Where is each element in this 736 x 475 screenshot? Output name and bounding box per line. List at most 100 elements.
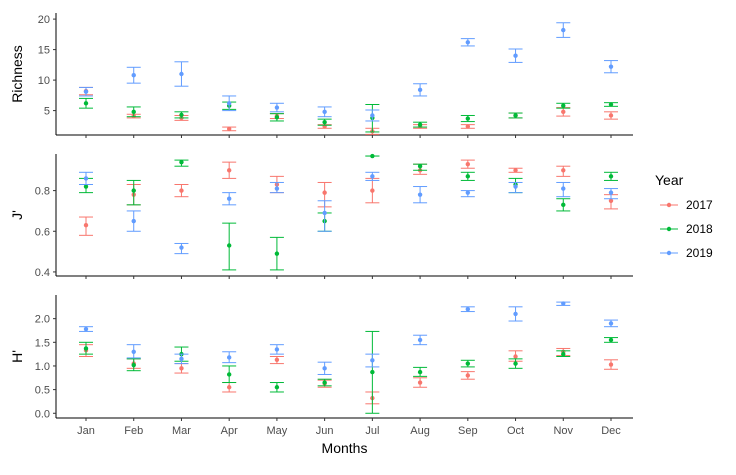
y-axis-label: J' bbox=[9, 210, 25, 220]
series-2019 bbox=[79, 22, 618, 122]
panel-3: 0.0 0.5 1.0 1.5 2.0 H' bbox=[9, 295, 633, 421]
data-point bbox=[513, 113, 518, 118]
data-point bbox=[608, 102, 614, 107]
series-2018 bbox=[79, 330, 618, 414]
data-point bbox=[370, 188, 375, 193]
data-point bbox=[322, 190, 327, 195]
data-point bbox=[561, 202, 566, 208]
data-point bbox=[131, 349, 136, 354]
data-point bbox=[561, 168, 566, 173]
data-point bbox=[226, 168, 232, 173]
data-point bbox=[131, 188, 136, 193]
data-point bbox=[131, 218, 136, 224]
x-tick-label: Jun bbox=[316, 425, 334, 437]
data-point bbox=[131, 73, 136, 78]
x-tick-label: Apr bbox=[221, 425, 238, 437]
data-point bbox=[322, 366, 327, 371]
data-point bbox=[179, 159, 184, 165]
data-point bbox=[322, 210, 327, 216]
data-point bbox=[561, 301, 566, 306]
data-point bbox=[322, 380, 327, 385]
y-tick-label: 0.4 bbox=[35, 267, 50, 279]
series-2019 bbox=[79, 301, 618, 375]
data-point bbox=[608, 321, 614, 326]
data-point bbox=[608, 174, 614, 179]
data-point bbox=[322, 109, 327, 115]
data-point bbox=[513, 311, 518, 317]
data-point bbox=[561, 351, 566, 357]
y-tick-label: 1.5 bbox=[35, 337, 50, 349]
legend-label: 2018 bbox=[686, 222, 713, 236]
data-point bbox=[417, 87, 423, 93]
data-point bbox=[465, 174, 471, 179]
series-2017 bbox=[79, 344, 618, 405]
series-2017 bbox=[79, 86, 618, 135]
legend-item-2018: 2018 bbox=[660, 222, 713, 236]
series-2018 bbox=[79, 153, 618, 271]
x-tick-label: Aug bbox=[410, 425, 430, 437]
data-point bbox=[83, 346, 89, 351]
x-tick-label: Dec bbox=[601, 425, 621, 437]
y-tick-label: 0.5 bbox=[35, 385, 50, 397]
data-point bbox=[417, 337, 423, 343]
data-point bbox=[274, 347, 280, 352]
data-point bbox=[465, 161, 471, 167]
x-tick-label: Jan bbox=[77, 425, 95, 437]
y-tick-label: 15 bbox=[38, 45, 50, 57]
y-tick-label: 1.0 bbox=[35, 361, 50, 373]
data-point bbox=[274, 105, 280, 110]
legend-label: 2019 bbox=[686, 246, 713, 260]
data-point bbox=[179, 366, 184, 371]
data-point bbox=[226, 196, 232, 201]
data-point bbox=[417, 380, 423, 385]
data-point bbox=[513, 184, 518, 189]
data-point bbox=[83, 89, 89, 94]
data-point bbox=[608, 198, 614, 203]
data-point bbox=[417, 164, 423, 169]
data-point bbox=[561, 186, 566, 191]
y-tick-label: 0.6 bbox=[35, 226, 50, 238]
data-point bbox=[417, 369, 423, 375]
x-tick-label: Feb bbox=[124, 425, 143, 437]
data-point bbox=[370, 174, 375, 179]
legend-label: 2017 bbox=[686, 198, 713, 212]
data-point bbox=[608, 362, 614, 367]
data-point bbox=[608, 337, 614, 343]
data-point bbox=[226, 101, 232, 106]
x-tick-label: Sep bbox=[458, 425, 478, 437]
data-point bbox=[465, 116, 471, 121]
data-point bbox=[226, 372, 232, 377]
data-point bbox=[131, 109, 136, 115]
data-point bbox=[226, 385, 232, 390]
y-tick-label: 0.0 bbox=[35, 408, 50, 420]
legend-item-2017: 2017 bbox=[660, 198, 713, 212]
data-point bbox=[179, 356, 184, 362]
data-point bbox=[83, 184, 89, 189]
legend-title: Year bbox=[655, 172, 684, 188]
x-tick-label: Jul bbox=[365, 425, 379, 437]
x-tick-label: Mar bbox=[172, 425, 191, 437]
data-point bbox=[83, 326, 89, 332]
data-point bbox=[179, 112, 184, 118]
data-point bbox=[417, 122, 423, 127]
data-point bbox=[513, 53, 518, 58]
data-point bbox=[83, 101, 89, 106]
data-point bbox=[179, 245, 184, 250]
data-point bbox=[131, 362, 136, 368]
data-point bbox=[179, 188, 184, 193]
data-point bbox=[608, 113, 614, 118]
panel-2: 0.4 0.6 0.8 J' bbox=[9, 153, 633, 279]
data-point bbox=[226, 126, 232, 132]
y-tick-label: 2.0 bbox=[35, 314, 50, 326]
data-point bbox=[370, 358, 375, 363]
legend-item-2019: 2019 bbox=[660, 246, 713, 260]
data-point bbox=[274, 357, 280, 363]
data-point bbox=[226, 243, 232, 248]
y-tick-label: 10 bbox=[38, 75, 50, 87]
legend-key-point bbox=[666, 202, 672, 208]
data-point bbox=[226, 355, 232, 360]
data-point bbox=[417, 192, 423, 197]
data-point bbox=[513, 168, 518, 173]
data-point bbox=[513, 354, 518, 359]
